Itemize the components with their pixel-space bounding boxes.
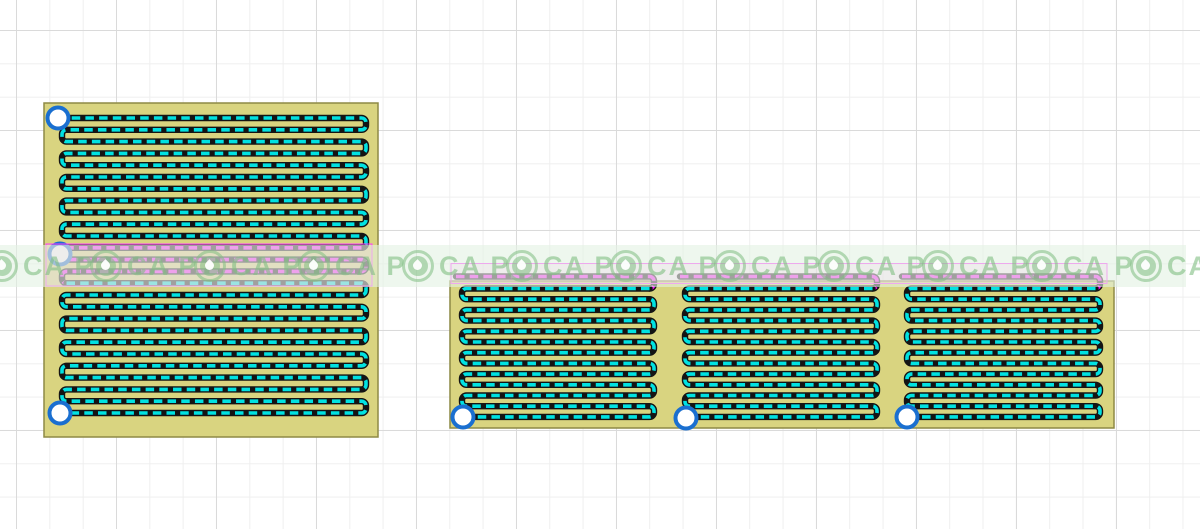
via-pad-board-2-2[interactable]	[894, 404, 920, 430]
trace-dash-board-1-s0[interactable]	[58, 281, 368, 415]
via-pad-board-2-0[interactable]	[450, 404, 476, 430]
trace-dash-board-2-s1[interactable]	[683, 286, 879, 419]
via-pad-board-2-1[interactable]	[673, 405, 699, 431]
trace-dash-board-2-s2[interactable]	[905, 286, 1102, 419]
trace-dash-board-2-s0[interactable]	[460, 286, 656, 419]
selection-highlight-1[interactable]	[450, 263, 1108, 284]
via-pad-board-1-0[interactable]	[45, 105, 71, 131]
selection-highlight-0[interactable]	[45, 243, 373, 287]
via-pad-board-1-2[interactable]	[47, 400, 73, 426]
trace-dash-board-1-s0[interactable]	[58, 116, 368, 250]
